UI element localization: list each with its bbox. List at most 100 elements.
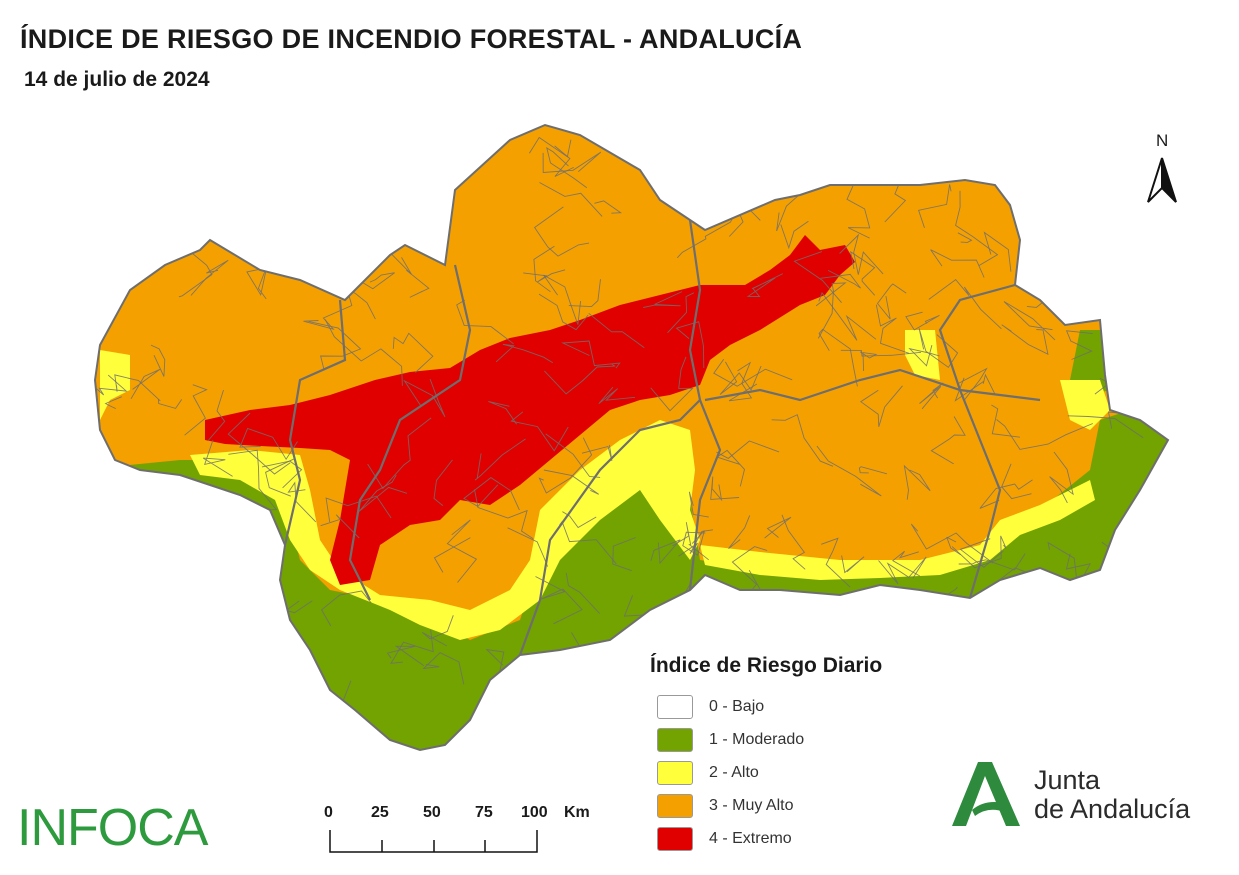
municipal-boundary [764, 516, 792, 539]
municipal-boundary [1059, 183, 1072, 210]
municipal-boundary [331, 729, 357, 750]
municipal-boundary [543, 274, 582, 325]
municipal-boundary [265, 458, 295, 497]
municipal-boundary [446, 519, 478, 583]
municipal-boundary [324, 319, 403, 386]
municipal-boundary [133, 529, 202, 562]
municipal-boundary [594, 200, 623, 214]
municipal-boundary [682, 530, 706, 557]
province-boundary-2 [348, 264, 472, 601]
municipal-boundary [514, 656, 553, 689]
municipal-boundary [456, 299, 514, 345]
page-date: 14 de julio de 2024 [24, 68, 210, 91]
municipal-boundary [728, 515, 751, 550]
municipal-boundary [799, 594, 842, 636]
municipal-boundary [878, 556, 927, 585]
municipal-boundary [846, 184, 871, 239]
municipal-boundary [150, 344, 166, 377]
legend-item-bajo: 0 - Bajo [650, 690, 970, 723]
municipal-boundary [852, 125, 914, 150]
scale-unit: Km [564, 804, 590, 821]
municipal-boundary [697, 125, 779, 170]
municipal-boundary [841, 555, 865, 574]
municipal-boundary [433, 459, 453, 506]
municipal-boundary [184, 384, 208, 436]
municipal-boundary [422, 652, 465, 685]
municipal-boundary [672, 522, 709, 561]
municipal-boundary [474, 489, 534, 540]
municipal-boundary [176, 240, 213, 298]
municipal-boundary [580, 725, 630, 742]
municipal-boundary [725, 592, 741, 616]
municipal-boundary [255, 237, 278, 258]
legend: Índice de Riesgo Diario 0 - Bajo 1 - Mod… [650, 654, 970, 855]
legend-label: 2 - Alto [709, 763, 759, 781]
province-boundary-5 [704, 368, 1041, 402]
municipal-boundary [818, 291, 877, 341]
municipal-boundary [840, 349, 922, 357]
municipal-boundary [1083, 597, 1113, 627]
municipal-boundary [928, 278, 1002, 330]
municipal-boundary [951, 535, 1007, 569]
municipal-boundary [612, 537, 636, 572]
infoca-logo: INFOCA [17, 799, 208, 857]
municipal-boundary [533, 245, 555, 293]
municipal-boundary [1003, 301, 1056, 341]
municipal-boundary [850, 250, 876, 296]
municipal-boundary [1125, 514, 1168, 550]
scale-tick-label: 25 [371, 804, 389, 821]
municipal-boundary [367, 417, 432, 490]
municipal-boundary [228, 449, 278, 512]
scale-tick-label: 50 [423, 804, 441, 821]
municipal-boundary [95, 188, 97, 204]
municipal-boundary [919, 382, 944, 410]
municipal-boundary [876, 283, 907, 320]
municipal-boundary [815, 282, 847, 339]
municipal-boundary [598, 386, 636, 405]
municipal-boundary [643, 291, 683, 308]
municipal-boundary [128, 241, 154, 280]
municipal-boundary [130, 368, 161, 400]
legend-item-alto: 2 - Alto [650, 756, 970, 789]
legend-swatch [657, 760, 693, 785]
municipal-boundary [95, 704, 96, 722]
municipal-boundary [101, 506, 133, 544]
municipal-boundary [1114, 625, 1160, 648]
north-arrow-icon [1147, 157, 1163, 203]
municipal-boundary [930, 249, 985, 278]
municipal-boundary [411, 179, 448, 227]
municipal-boundary [374, 195, 428, 240]
municipal-boundary [538, 293, 589, 331]
municipal-boundary [905, 631, 951, 648]
north-arrow [1147, 157, 1177, 203]
municipal-boundary [561, 340, 621, 369]
municipal-boundary [771, 609, 826, 638]
municipal-boundary [320, 514, 360, 539]
municipal-boundary [325, 495, 392, 522]
municipal-boundary [540, 695, 576, 721]
legend-label: 0 - Bajo [709, 697, 765, 715]
municipal-boundary [1047, 541, 1078, 581]
municipal-boundary [177, 619, 233, 654]
municipal-boundary [688, 491, 709, 518]
municipal-boundary [579, 670, 625, 746]
province-boundary-6 [958, 389, 1002, 599]
municipal-boundary [903, 464, 931, 500]
municipal-boundary [542, 151, 602, 173]
municipal-boundary [959, 538, 1004, 568]
municipal-boundary [979, 479, 1033, 509]
municipal-boundary [821, 537, 851, 588]
municipal-boundary [716, 449, 745, 487]
municipal-boundary [168, 560, 202, 616]
municipal-boundary [968, 157, 1007, 179]
municipal-boundary [533, 206, 590, 257]
municipal-boundary [1064, 125, 1105, 150]
scale-bar: 0 25 50 75 100 Km [318, 800, 618, 860]
municipal-boundary [115, 272, 131, 288]
municipal-boundary [104, 396, 122, 410]
legend-swatch [657, 826, 693, 851]
municipal-boundary [1115, 370, 1145, 393]
municipal-boundary [303, 286, 353, 331]
legend-title: Índice de Riesgo Diario [650, 654, 883, 677]
municipal-boundary [544, 363, 616, 395]
